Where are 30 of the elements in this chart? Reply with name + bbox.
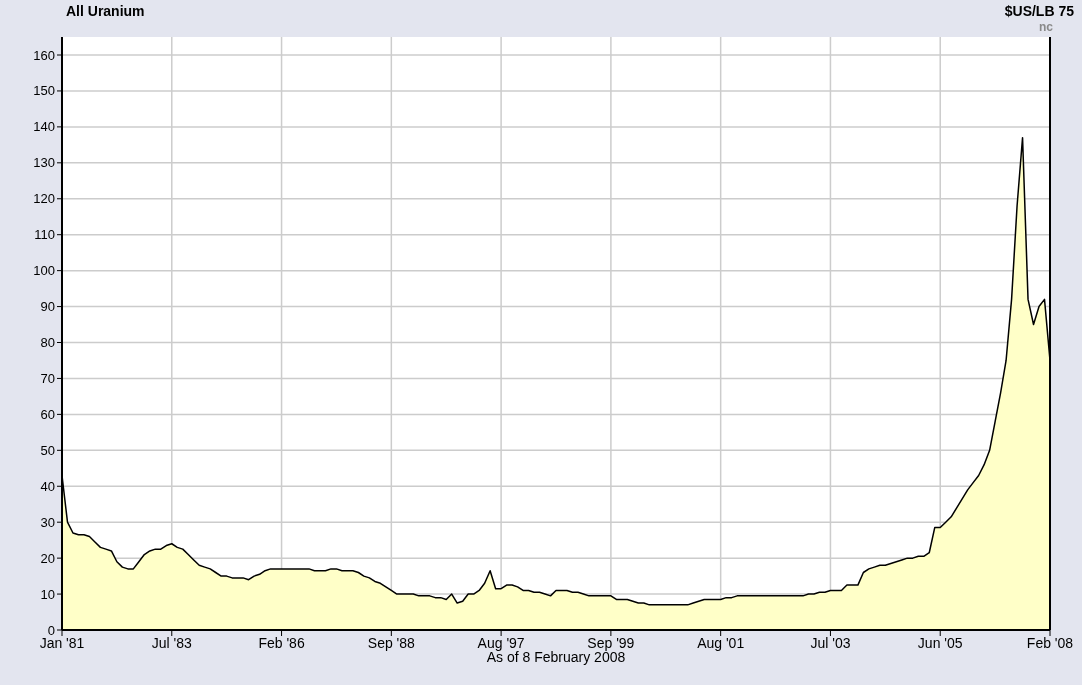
y-tick-label: 120 <box>33 191 55 207</box>
x-tick-label: Sep '88 <box>367 635 416 651</box>
x-tick-label: Aug '97 <box>477 635 525 651</box>
y-tick-label: 70 <box>40 370 55 386</box>
x-tick-label: Aug '01 <box>697 635 745 651</box>
y-tick-label: 150 <box>33 83 55 99</box>
x-tick-label: Jun '05 <box>917 635 963 651</box>
x-tick-label: Feb '08 <box>1026 635 1074 651</box>
y-tick-label: 140 <box>33 119 55 135</box>
y-tick-label: 110 <box>34 227 55 243</box>
y-tick-label: 20 <box>40 550 55 566</box>
text: nc <box>1038 20 1054 34</box>
x-tick-label: Jan '81 <box>39 635 85 651</box>
y-tick-label: 60 <box>40 406 55 422</box>
y-tick-label: 90 <box>40 299 55 315</box>
y-tick-label: 10 <box>40 586 55 602</box>
y-tick-label: 100 <box>33 263 55 279</box>
x-tick-label: Feb '86 <box>258 635 305 651</box>
x-tick-label: Jul '03 <box>810 635 851 651</box>
y-tick-label: 40 <box>40 478 55 494</box>
y-tick-label: 50 <box>40 442 55 458</box>
y-tick-label: 160 <box>33 47 55 63</box>
y-tick-label: 30 <box>40 514 55 530</box>
x-tick-label: Sep '99 <box>587 635 635 651</box>
y-tick-label: 0 <box>47 622 55 638</box>
x-tick-label: Jul '83 <box>151 635 193 651</box>
y-tick-label: 80 <box>40 335 55 351</box>
chart-title: All Uranium <box>66 3 145 19</box>
text: $US/LB 75 <box>1004 3 1075 19</box>
y-tick-label: 130 <box>33 155 55 171</box>
